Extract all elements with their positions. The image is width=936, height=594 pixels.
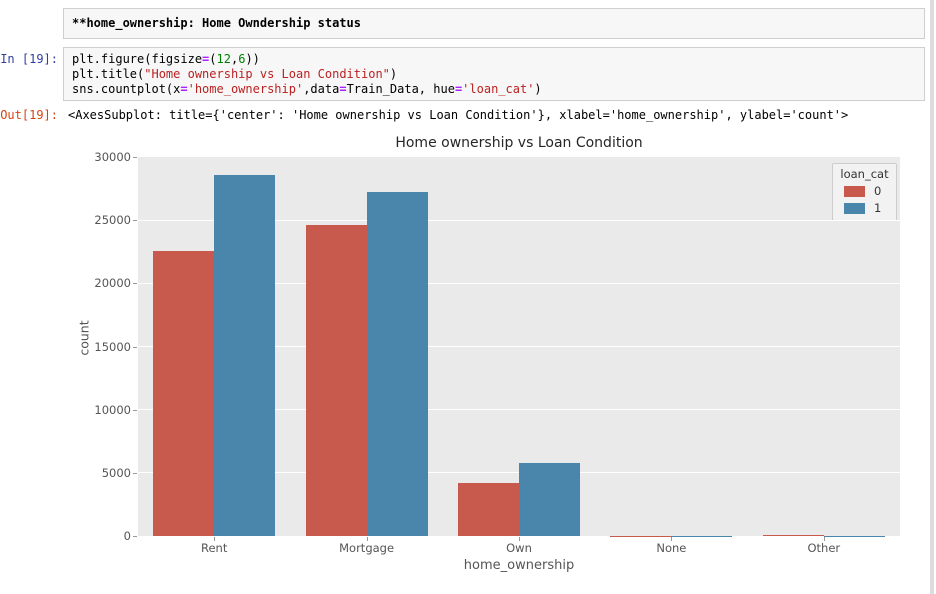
- x-tick-label-none: None: [656, 541, 687, 555]
- x-tick-label-rent: Rent: [201, 541, 228, 555]
- gridline: [138, 346, 900, 347]
- x-tick-mark: [519, 537, 520, 541]
- x-tick-mark: [823, 537, 825, 541]
- y-tick-label: 30000: [94, 150, 131, 164]
- page-right-border: [930, 0, 934, 594]
- y-axis-label: count: [76, 320, 92, 356]
- markdown-text: **home_ownership: Home Owndership status: [72, 16, 361, 30]
- x-tick-label-other: Other: [807, 541, 841, 555]
- code-cell[interactable]: plt.figure(figsize=(12,6)) plt.title("Hom…: [63, 47, 925, 101]
- code-line: sns.countplot(x='home_ownership',data=Tr…: [72, 82, 542, 96]
- code-line: plt.title("Home ownership vs Loan Condit…: [72, 67, 398, 81]
- y-tick-label: 25000: [94, 213, 131, 228]
- legend-entry-0: 0: [833, 184, 896, 198]
- y-tick-mark: [133, 472, 137, 474]
- y-tick-mark: [133, 283, 137, 285]
- chart-legend: loan_cat 0 1: [832, 163, 897, 221]
- bar-rent-1: [214, 174, 276, 536]
- gridline: [138, 282, 900, 284]
- legend-entry-1: 1: [833, 201, 896, 215]
- x-tick-label-own: Own: [506, 541, 532, 555]
- bar-other-0: [762, 534, 824, 536]
- gridline: [138, 219, 900, 221]
- legend-swatch-icon: [844, 185, 865, 197]
- plot-area: loan_cat 0 1: [133, 157, 900, 541]
- bar-rent-0: [153, 250, 215, 536]
- y-tick-label: 0: [123, 529, 131, 543]
- x-tick-mark: [366, 537, 368, 541]
- y-tick-mark: [133, 346, 137, 348]
- y-tick-label: 10000: [94, 402, 131, 417]
- chart-title: Home ownership vs Loan Condition: [395, 135, 643, 151]
- y-tick-label: 5000: [101, 465, 131, 480]
- bar-own-0: [458, 482, 519, 536]
- y-tick-mark: [133, 157, 137, 158]
- legend-label: 0: [874, 184, 882, 198]
- bar-mortgage-1: [366, 192, 428, 536]
- gridline: [138, 409, 900, 411]
- code-line: plt.figure(figsize=(12,6)): [72, 52, 260, 66]
- y-tick-mark: [133, 220, 137, 222]
- code-text: plt.figure(figsize=(12,6)) plt.title("Hom…: [72, 52, 916, 97]
- y-tick-mark: [133, 536, 137, 537]
- x-tick-label-mortgage: Mortgage: [339, 541, 395, 555]
- output-prompt: Out[19]:: [0, 108, 58, 122]
- bar-own-1: [519, 462, 580, 536]
- bar-other-1: [823, 535, 885, 536]
- y-tick-mark: [133, 409, 137, 411]
- input-prompt: In [19]:: [0, 52, 58, 66]
- x-tick-mark: [671, 537, 673, 541]
- bar-mortgage-0: [305, 225, 367, 536]
- legend-title: loan_cat: [840, 167, 889, 181]
- output-repr-text: <AxesSubplot: title={'center': 'Home own…: [68, 108, 849, 122]
- y-tick-label: 20000: [94, 276, 131, 291]
- legend-label: 1: [874, 201, 882, 215]
- x-axis-label: home_ownership: [463, 558, 575, 573]
- y-tick-label: 15000: [94, 339, 131, 354]
- legend-swatch-icon: [844, 202, 865, 214]
- x-tick-mark: [214, 537, 216, 541]
- markdown-cell[interactable]: **home_ownership: Home Owndership status: [63, 8, 925, 39]
